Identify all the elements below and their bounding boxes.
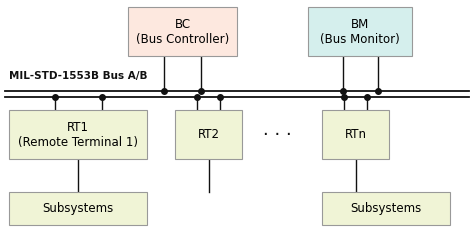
FancyBboxPatch shape xyxy=(128,7,237,56)
FancyBboxPatch shape xyxy=(308,7,412,56)
FancyBboxPatch shape xyxy=(322,192,450,225)
Text: RT2: RT2 xyxy=(198,128,219,141)
Text: Subsystems: Subsystems xyxy=(43,202,114,215)
FancyBboxPatch shape xyxy=(9,110,147,159)
Text: MIL-STD-1553B Bus A/B: MIL-STD-1553B Bus A/B xyxy=(9,71,148,81)
FancyBboxPatch shape xyxy=(9,192,147,225)
FancyBboxPatch shape xyxy=(322,110,389,159)
Text: Subsystems: Subsystems xyxy=(351,202,422,215)
Text: BM
(Bus Monitor): BM (Bus Monitor) xyxy=(320,18,400,46)
Text: · · ·: · · · xyxy=(263,126,292,143)
FancyBboxPatch shape xyxy=(175,110,242,159)
Text: RT1
(Remote Terminal 1): RT1 (Remote Terminal 1) xyxy=(18,121,138,149)
Text: BC
(Bus Controller): BC (Bus Controller) xyxy=(136,18,229,46)
Text: RTn: RTn xyxy=(345,128,366,141)
